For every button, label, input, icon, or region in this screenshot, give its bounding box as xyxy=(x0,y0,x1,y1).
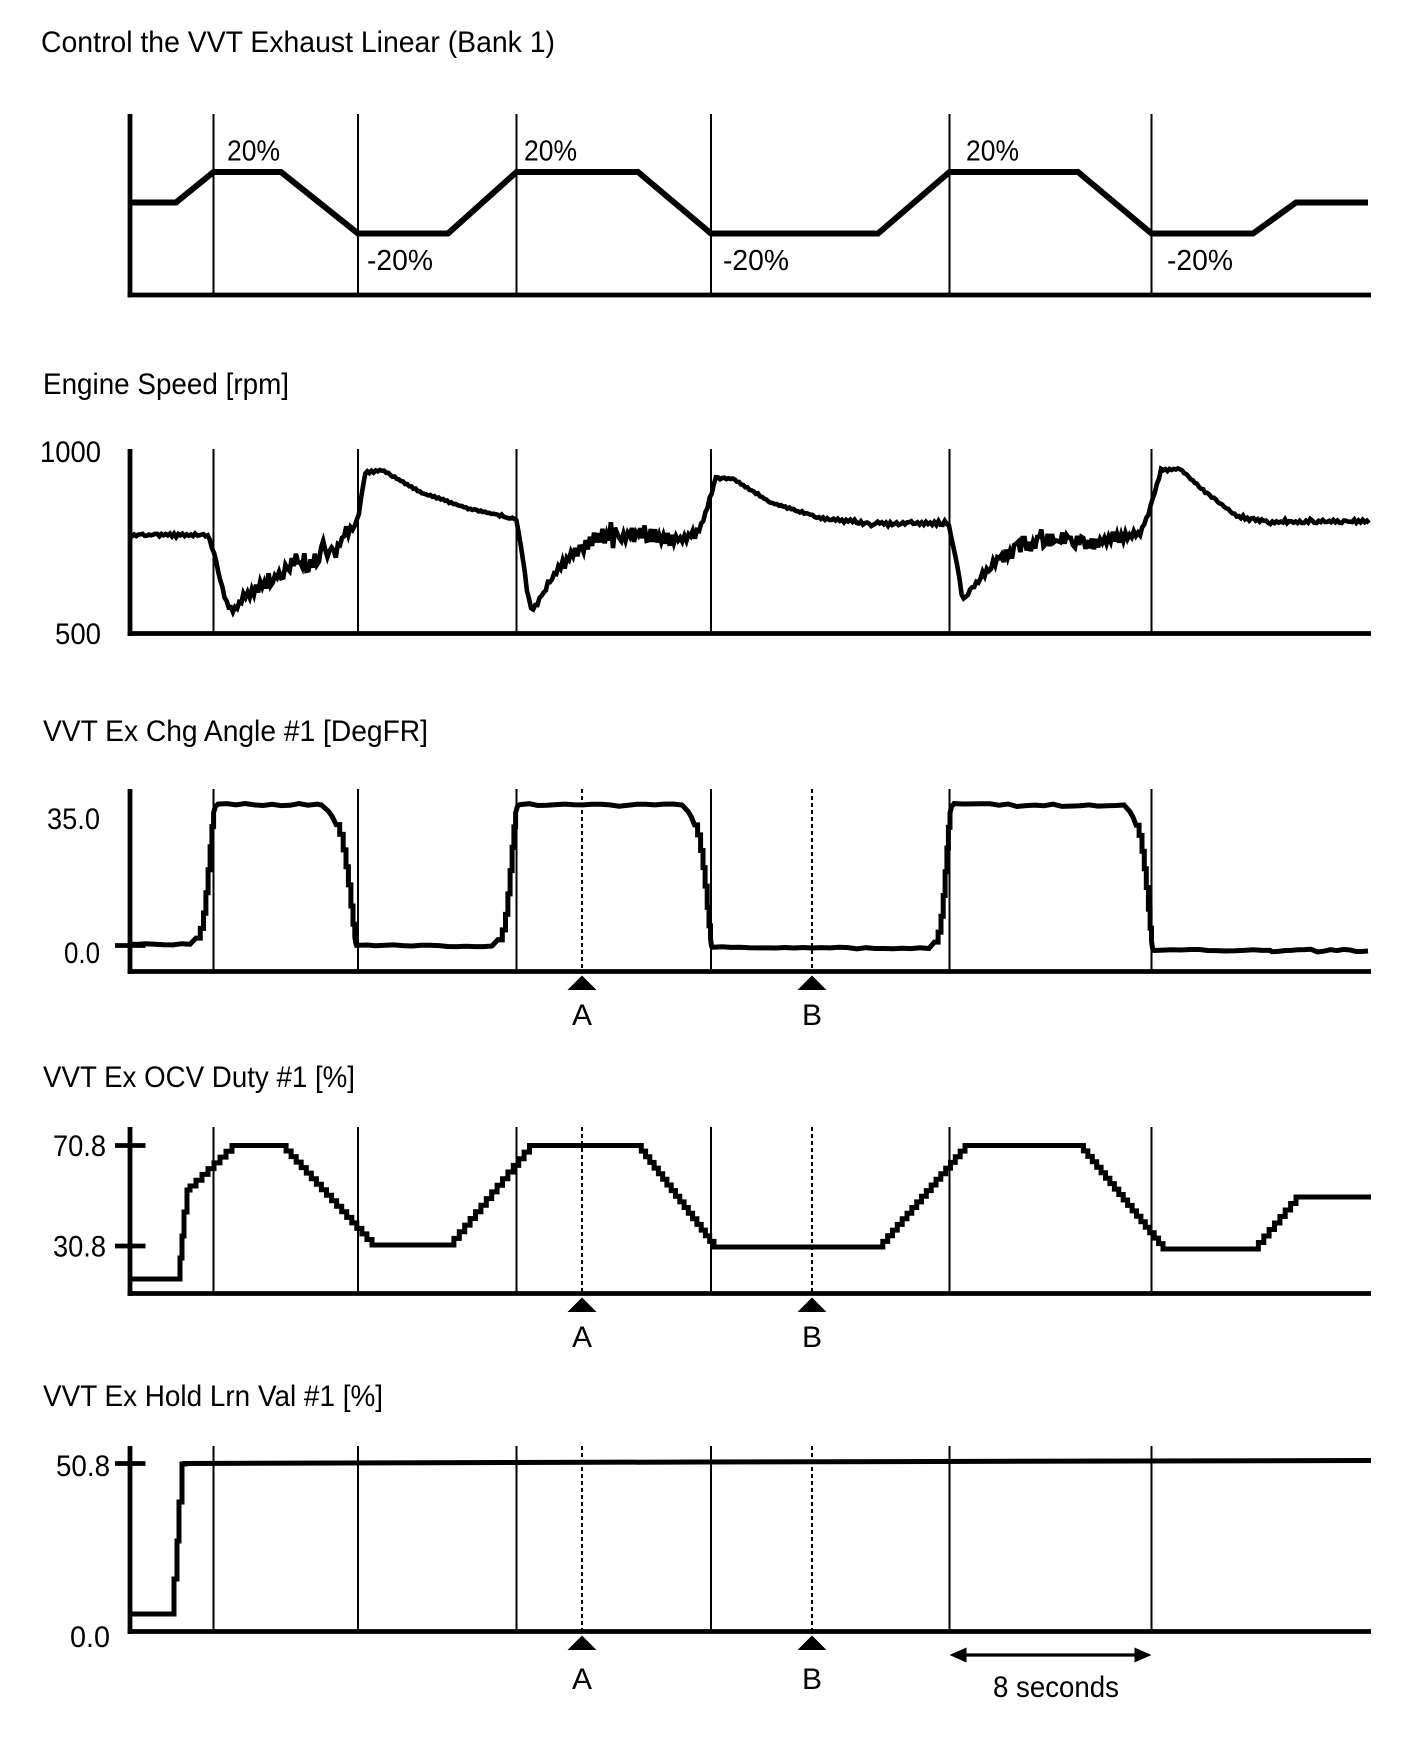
svg-text:0.0: 0.0 xyxy=(70,1621,110,1654)
svg-text:B: B xyxy=(802,1321,822,1354)
svg-text:B: B xyxy=(802,1663,822,1696)
svg-text:50.8: 50.8 xyxy=(56,1450,110,1483)
svg-text:70.8: 70.8 xyxy=(53,1130,106,1163)
svg-text:Control the VVT Exhaust Linear: Control the VVT Exhaust Linear (Bank 1) xyxy=(41,26,555,59)
svg-text:0.0: 0.0 xyxy=(64,937,100,970)
svg-text:-20%: -20% xyxy=(1167,245,1233,277)
svg-text:-20%: -20% xyxy=(367,245,433,277)
svg-text:30.8: 30.8 xyxy=(53,1231,106,1264)
svg-text:500: 500 xyxy=(55,618,101,651)
svg-text:VVT Ex Chg Angle #1 [DegFR]: VVT Ex Chg Angle #1 [DegFR] xyxy=(43,715,428,748)
svg-text:Engine Speed [rpm]: Engine Speed [rpm] xyxy=(43,368,289,401)
svg-text:VVT Ex Hold Lrn Val #1 [%]: VVT Ex Hold Lrn Val #1 [%] xyxy=(43,1380,383,1413)
svg-text:35.0: 35.0 xyxy=(47,803,100,836)
svg-text:20%: 20% xyxy=(966,136,1019,168)
svg-text:20%: 20% xyxy=(524,136,577,168)
svg-text:VVT Ex OCV Duty #1 [%]: VVT Ex OCV Duty #1 [%] xyxy=(43,1061,355,1094)
svg-text:8 seconds: 8 seconds xyxy=(993,1671,1119,1704)
svg-text:20%: 20% xyxy=(227,136,280,168)
svg-text:1000: 1000 xyxy=(40,436,101,469)
svg-text:A: A xyxy=(572,1321,592,1354)
svg-text:B: B xyxy=(802,999,822,1032)
svg-text:A: A xyxy=(572,1663,592,1696)
svg-text:-20%: -20% xyxy=(723,245,789,277)
svg-text:A: A xyxy=(572,999,592,1032)
